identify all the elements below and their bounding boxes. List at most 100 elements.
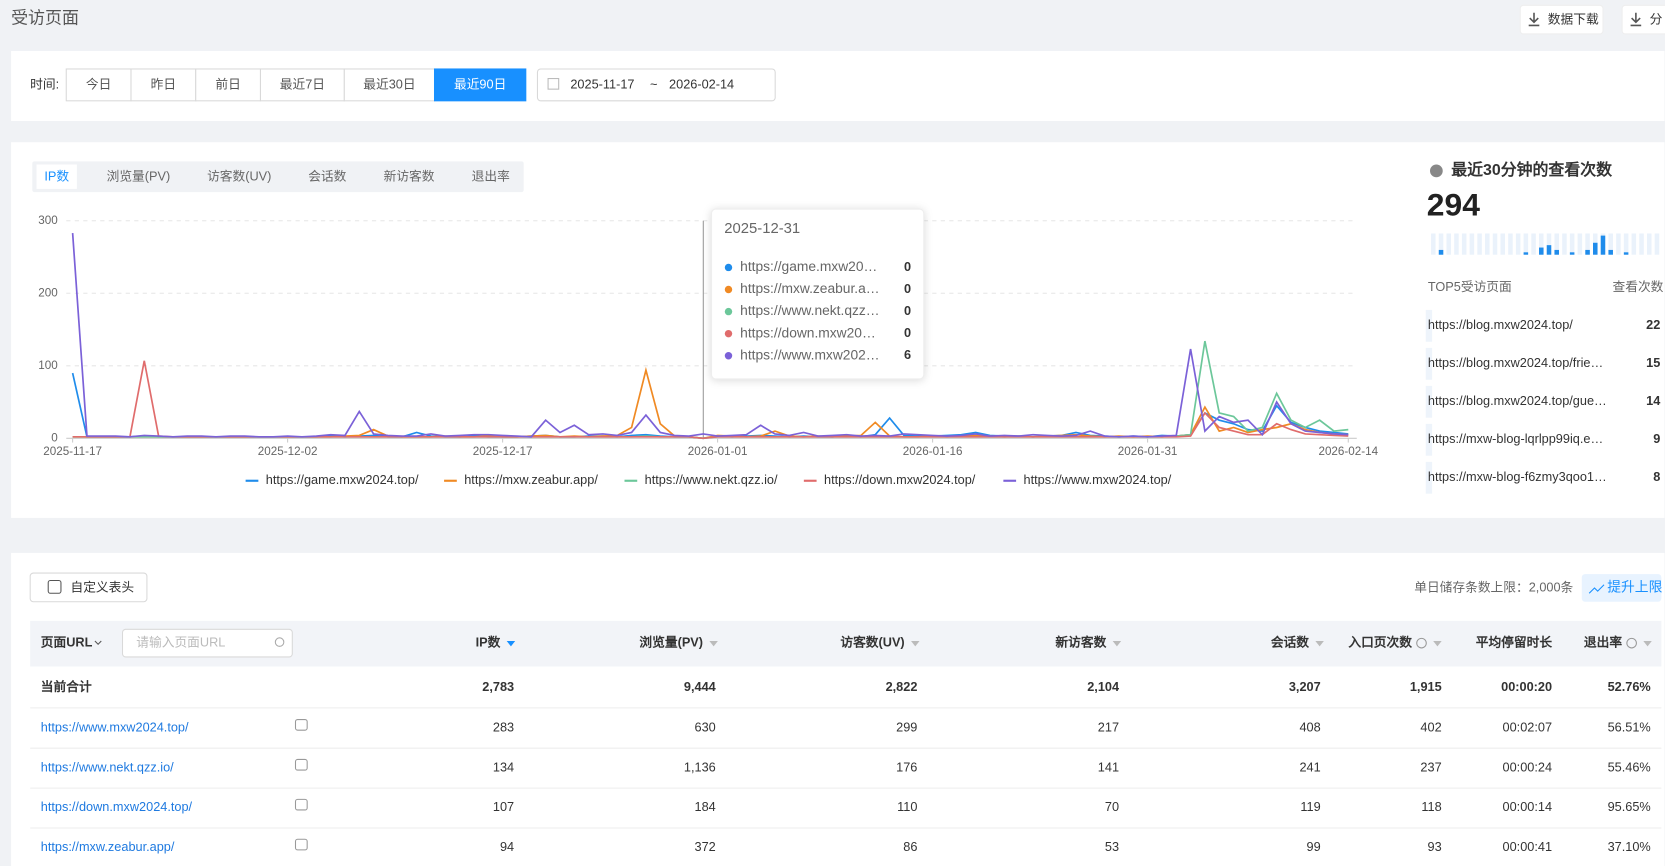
top-count: 8 xyxy=(1653,469,1660,484)
tab: 会话数 xyxy=(308,169,346,184)
tooltip-dot xyxy=(725,286,732,293)
tooltip-dot xyxy=(725,308,732,315)
x-tick-label: 2026-02-14 xyxy=(1318,445,1378,458)
table-cell: 56.51% xyxy=(1608,719,1651,734)
table-cell: 134 xyxy=(493,759,514,774)
tooltip-name: https://www.nekt.qzz… xyxy=(740,303,879,318)
tooltip-value: 0 xyxy=(904,325,911,340)
column-header: IP数 xyxy=(476,634,501,649)
tab: 退出率 xyxy=(472,169,510,184)
filter-label: 时间: xyxy=(30,76,59,91)
table-cell: 00:00:24 xyxy=(1503,759,1553,774)
filter-option-label: 最近90日 xyxy=(454,76,506,91)
table-cell: 299 xyxy=(896,719,917,734)
table-cell: 52.76% xyxy=(1608,679,1651,694)
spark-slot xyxy=(1655,233,1660,254)
tooltip-dot xyxy=(725,330,732,337)
custom-header-label: 自定义表头 xyxy=(71,579,135,594)
table-cell: 141 xyxy=(1098,759,1119,774)
filter-option-label: 前日 xyxy=(215,76,240,91)
y-tick-label: 0 xyxy=(51,431,58,444)
table-cell: 107 xyxy=(493,799,514,814)
spark-slot xyxy=(1624,233,1629,254)
tab: 新访客数 xyxy=(384,169,435,184)
spark-slot xyxy=(1493,233,1498,254)
upgrade-label: 提升上限 xyxy=(1607,580,1662,595)
row-url: https://www.nekt.qzz.io/ xyxy=(41,759,174,774)
row-url: https://www.mxw2024.top/ xyxy=(41,719,189,734)
row-label: 当前合计 xyxy=(41,679,92,694)
top-url: https://blog.mxw2024.top/frie… xyxy=(1428,355,1603,370)
table-cell: 1,136 xyxy=(684,759,716,774)
table-cell: 37.10% xyxy=(1608,839,1651,854)
table-cell: 55.46% xyxy=(1608,759,1651,774)
tab: 访客数(UV) xyxy=(207,169,271,184)
top-header: 查看次数 xyxy=(1613,279,1664,294)
x-tick-label: 2025-12-17 xyxy=(473,445,533,458)
spark-slot xyxy=(1446,233,1451,254)
table-cell: 408 xyxy=(1299,719,1320,734)
tooltip-name: https://game.mxw20… xyxy=(740,259,877,274)
table-cell: 2,104 xyxy=(1087,679,1119,694)
table-cell: 2,783 xyxy=(482,679,514,694)
page-title: 受访页面 xyxy=(11,9,79,28)
spark-bar xyxy=(1539,248,1544,255)
tab: IP数 xyxy=(44,169,69,184)
tooltip-name: https://mxw.zeabur.a… xyxy=(740,281,879,296)
date-start: 2025-11-17 xyxy=(570,76,634,91)
table-cell: 630 xyxy=(695,719,716,734)
spark-slot xyxy=(1462,233,1467,254)
table-cell: 86 xyxy=(903,839,917,854)
spark-slot xyxy=(1431,233,1436,254)
tooltip-dot xyxy=(725,352,732,359)
spark-slot xyxy=(1632,233,1637,254)
x-tick-label: 2025-11-17 xyxy=(43,445,102,458)
tooltip-value: 6 xyxy=(904,347,911,362)
realtime-icon xyxy=(1430,164,1443,177)
table-cell: 241 xyxy=(1299,759,1320,774)
table-cell: 184 xyxy=(695,799,716,814)
table-cell: 53 xyxy=(1105,839,1119,854)
table-cell: 217 xyxy=(1098,719,1119,734)
column-header: 浏览量(PV) xyxy=(639,634,703,649)
top-url: https://blog.mxw2024.top/ xyxy=(1428,317,1573,332)
column-header: 会话数 xyxy=(1271,634,1309,649)
spark-slot xyxy=(1516,233,1521,254)
table-cell: 176 xyxy=(896,759,917,774)
spark-slot xyxy=(1570,233,1575,254)
limit-note: 单日储存条数上限：2,000条 xyxy=(1414,579,1573,594)
table-cell: 237 xyxy=(1420,759,1441,774)
spark-bar xyxy=(1593,243,1598,255)
tooltip-name: https://www.mxw202… xyxy=(740,347,879,362)
column-header: 页面URL xyxy=(41,634,93,649)
table-cell: 3,207 xyxy=(1289,679,1321,694)
top-url: https://blog.mxw2024.top/gue… xyxy=(1428,393,1607,408)
date-end: 2026-02-14 xyxy=(669,76,734,91)
table-cell: 402 xyxy=(1420,719,1441,734)
search-placeholder: 请输入页面URL xyxy=(136,634,225,649)
tooltip-value: 0 xyxy=(904,303,911,318)
tab: 浏览量(PV) xyxy=(107,169,171,184)
tooltip-name: https://down.mxw20… xyxy=(740,325,876,340)
spark-slot xyxy=(1524,233,1529,254)
table-cell: 00:00:41 xyxy=(1503,839,1553,854)
tooltip-date: 2025-12-31 xyxy=(724,221,800,237)
spark-bar xyxy=(1554,250,1559,255)
top-count: 14 xyxy=(1646,393,1660,408)
table-cell: 70 xyxy=(1105,799,1119,814)
header-button-label: 分 xyxy=(1650,12,1663,27)
spark-slot xyxy=(1485,233,1490,254)
spark-slot xyxy=(1454,233,1459,254)
table-cell: 00:00:20 xyxy=(1501,679,1552,694)
table-cell: 93 xyxy=(1428,839,1442,854)
spark-slot xyxy=(1578,233,1583,254)
spark-bar xyxy=(1624,252,1629,254)
row-url: https://mxw.zeabur.app/ xyxy=(41,839,175,854)
tooltip-dot xyxy=(725,264,732,271)
table-cell: 94 xyxy=(500,839,514,854)
spark-bar xyxy=(1608,250,1613,255)
x-tick-label: 2026-01-16 xyxy=(903,445,963,458)
top-header: TOP5受访页面 xyxy=(1428,279,1512,294)
top-count: 22 xyxy=(1646,317,1660,332)
